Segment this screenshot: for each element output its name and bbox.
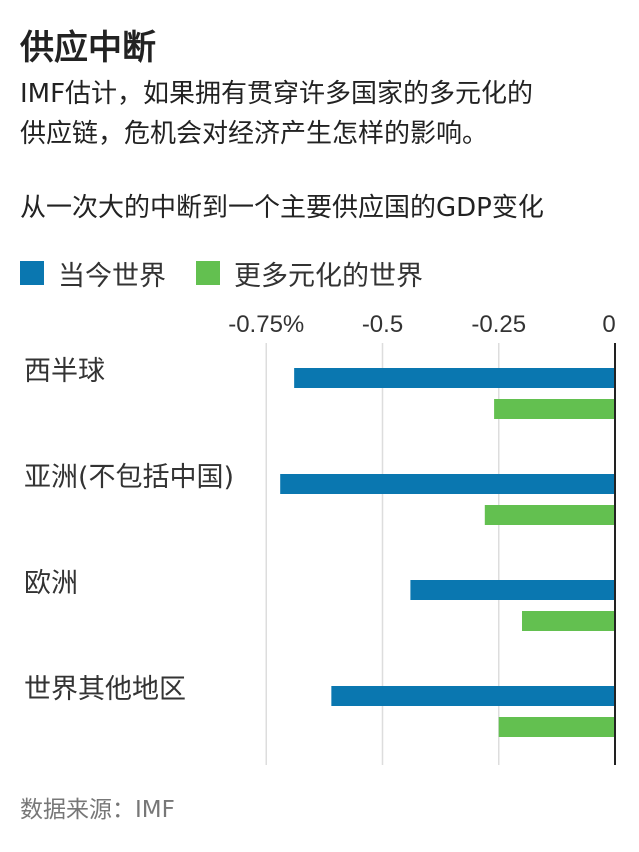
bar (294, 368, 615, 388)
legend-item-current-world: 当今世界 (20, 254, 166, 293)
bar (280, 474, 615, 494)
chart-heading: 从一次大的中断到一个主要供应国的GDP变化 (20, 193, 544, 223)
x-tick-label: 0 (602, 311, 615, 338)
category-label: 西半球 (24, 356, 105, 387)
category-label: 亚洲(不包括中国) (24, 462, 234, 493)
x-tick-label: -0.25 (471, 311, 526, 338)
x-tick-label: -0.5 (362, 311, 403, 338)
chart-title: 供应中断 (20, 28, 156, 68)
legend-item-diversified-world: 更多元化的世界 (196, 254, 423, 293)
bar (494, 399, 615, 419)
legend-swatch-diversified-world (196, 261, 220, 285)
chart-subtitle: IMF估计，如果拥有贯穿许多国家的多元化的 供应链，危机会对经济产生怎样的影响。 (20, 74, 625, 154)
bar (410, 580, 615, 600)
bar (484, 505, 615, 525)
x-tick-label: -0.75% (228, 311, 304, 338)
legend-swatch-current-world (20, 261, 44, 285)
bar (498, 717, 615, 737)
source-note: 数据来源：IMF (20, 797, 175, 823)
legend-label: 当今世界 (58, 260, 166, 292)
subtitle-line: IMF估计，如果拥有贯穿许多国家的多元化的 (20, 79, 534, 109)
legend: 当今世界 更多元化的世界 (20, 253, 453, 293)
bar (522, 611, 615, 631)
category-label: 世界其他地区 (24, 674, 186, 705)
bar (331, 686, 615, 706)
legend-label: 更多元化的世界 (234, 260, 423, 292)
category-label: 欧洲 (24, 568, 78, 599)
subtitle-line: 供应链，危机会对经济产生怎样的影响。 (20, 119, 489, 149)
